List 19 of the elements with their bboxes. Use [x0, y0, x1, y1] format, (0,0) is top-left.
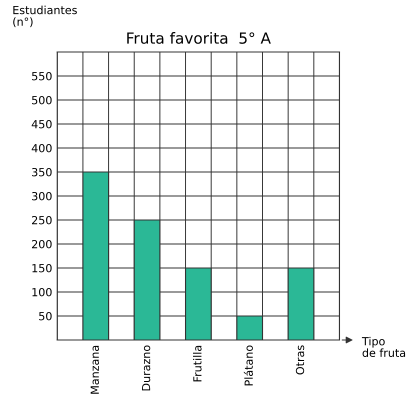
y-tick-label: 300	[32, 192, 52, 200]
chart-title: Fruta favorita 5° A	[127, 32, 271, 44]
y-tick-label: 150	[32, 264, 52, 272]
y-tick-label: 250	[32, 216, 52, 224]
x-tick-label: Manzana	[90, 346, 99, 394]
x-tick-label: Frutilla	[192, 346, 202, 382]
y-tick-label: 100	[32, 288, 52, 296]
y-tick-label: 550	[32, 72, 52, 80]
y-tick-label: 450	[32, 120, 52, 128]
y-axis-title: Estudiantes (n°)	[13, 6, 77, 28]
x-axis-title: Tipo de fruta	[362, 336, 406, 358]
x-tick-label: Plátano	[244, 345, 253, 386]
y-tick-label: 500	[32, 96, 52, 104]
x-tick-label: Otras	[296, 345, 304, 375]
y-tick-label: 350	[32, 168, 52, 176]
x-tick-label: Durazno	[142, 345, 150, 390]
y-tick-label: 50	[39, 312, 52, 320]
y-tick-label: 200	[32, 240, 52, 248]
y-tick-label: 400	[32, 144, 52, 152]
